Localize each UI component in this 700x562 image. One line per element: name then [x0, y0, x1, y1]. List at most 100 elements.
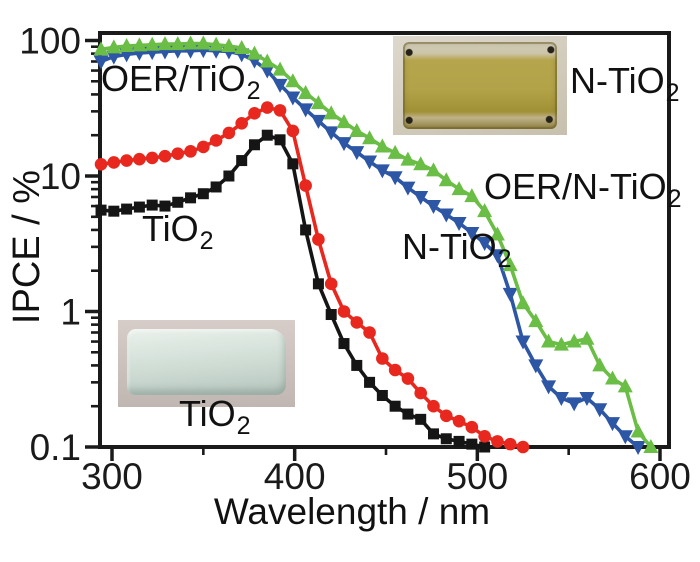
triangle-up-marker: [336, 114, 352, 129]
circle-marker: [94, 157, 108, 171]
n-tio2-photo: [393, 36, 567, 135]
y-axis-title: IPCE / %: [6, 169, 48, 325]
circle-marker: [452, 414, 466, 428]
tio2-photo: [118, 320, 295, 407]
circle-marker: [184, 145, 197, 158]
circle-marker: [248, 107, 261, 120]
y-tick-label: 100: [19, 21, 81, 62]
square-marker: [146, 199, 158, 211]
circle-marker: [235, 116, 248, 130]
triangle-up-marker: [489, 226, 505, 241]
square-marker: [427, 428, 439, 440]
triangle-up-marker: [502, 257, 518, 272]
triangle-down-marker: [605, 417, 621, 432]
square-marker: [210, 181, 222, 193]
triangle-down-marker: [362, 155, 378, 170]
triangle-up-marker: [144, 36, 160, 51]
label-tio2-curve: TiO2: [142, 208, 214, 254]
square-marker: [159, 200, 171, 212]
circle-marker: [120, 154, 133, 167]
triangle-down-marker: [298, 103, 314, 118]
triangle-down-marker: [579, 391, 595, 406]
triangle-up-marker: [310, 95, 326, 110]
triangle-up-marker: [438, 172, 454, 187]
square-marker: [338, 338, 350, 350]
circle-marker: [107, 156, 121, 169]
square-marker: [261, 129, 273, 141]
square-marker: [300, 224, 312, 236]
triangle-down-marker: [489, 249, 505, 264]
plot-frame: [98, 31, 671, 449]
triangle-down-marker: [464, 226, 480, 241]
circle-marker: [516, 440, 530, 454]
triangle-down-marker: [349, 146, 365, 161]
triangle-down-marker: [374, 164, 390, 179]
label-text: TiO: [142, 208, 199, 249]
circle-marker: [337, 305, 351, 318]
triangle-up-marker: [413, 156, 429, 171]
square-marker: [453, 435, 465, 447]
triangle-up-marker: [298, 84, 314, 99]
triangle-up-marker: [553, 336, 569, 351]
triangle-down-marker: [438, 208, 454, 223]
square-marker: [389, 400, 401, 412]
label-tio2-sample: TiO2: [179, 396, 251, 439]
triangle-up-marker: [400, 151, 416, 166]
triangle-down-marker: [630, 441, 646, 455]
series-oer-n-tio2: [93, 35, 659, 453]
square-marker: [325, 309, 337, 321]
square-marker: [376, 389, 388, 401]
triangle-up-marker: [234, 40, 250, 55]
x-tick-label: 400: [264, 456, 326, 497]
triangle-up-marker: [208, 36, 224, 51]
label-subscript: 2: [497, 245, 512, 273]
series-oer-tio2: [94, 101, 530, 454]
triangle-down-marker: [387, 171, 403, 186]
label-text: OER/TiO: [101, 58, 246, 99]
triangle-down-marker: [106, 50, 122, 65]
circle-marker: [145, 151, 159, 165]
triangle-up-marker: [221, 38, 237, 53]
circle-marker: [350, 316, 364, 329]
triangle-up-marker: [451, 181, 467, 196]
circle-marker: [388, 363, 402, 377]
triangle-down-marker: [477, 237, 493, 252]
label-subscript: 2: [236, 412, 251, 440]
circle-marker: [324, 277, 338, 291]
circle-marker: [133, 152, 146, 166]
triangle-up-marker: [157, 36, 173, 51]
circle-marker: [439, 409, 453, 423]
x-tick-label: 500: [446, 456, 508, 497]
circle-marker: [171, 147, 185, 161]
y-tick-label: 1: [60, 292, 81, 333]
triangle-up-marker: [362, 130, 378, 145]
triangle-down-marker: [528, 359, 544, 374]
label-subscript: 2: [246, 77, 261, 105]
square-marker: [466, 438, 478, 450]
series-tio2: [95, 129, 491, 453]
triangle-down-marker: [285, 91, 301, 106]
y-tick-label: 10: [40, 156, 81, 197]
circle-marker: [260, 101, 274, 114]
triangle-up-marker: [285, 73, 301, 88]
triangle-up-marker: [259, 53, 275, 68]
square-marker: [479, 441, 491, 453]
triangle-up-marker: [106, 39, 122, 54]
square-marker: [312, 278, 324, 290]
circle-marker: [491, 435, 504, 448]
triangle-up-marker: [195, 35, 211, 50]
circle-marker: [478, 429, 491, 443]
square-marker: [364, 376, 376, 388]
triangle-down-marker: [323, 126, 339, 141]
triangle-up-marker: [93, 41, 109, 56]
label-subscript: 2: [199, 227, 214, 255]
triangle-down-marker: [336, 137, 352, 152]
square-marker: [236, 155, 248, 167]
triangle-down-marker: [515, 335, 531, 350]
triangle-down-marker: [259, 64, 275, 79]
triangle-up-marker: [630, 423, 646, 438]
tio2-sample-plate: [126, 328, 287, 395]
triangle-up-marker: [566, 333, 582, 348]
circle-marker: [286, 124, 300, 138]
